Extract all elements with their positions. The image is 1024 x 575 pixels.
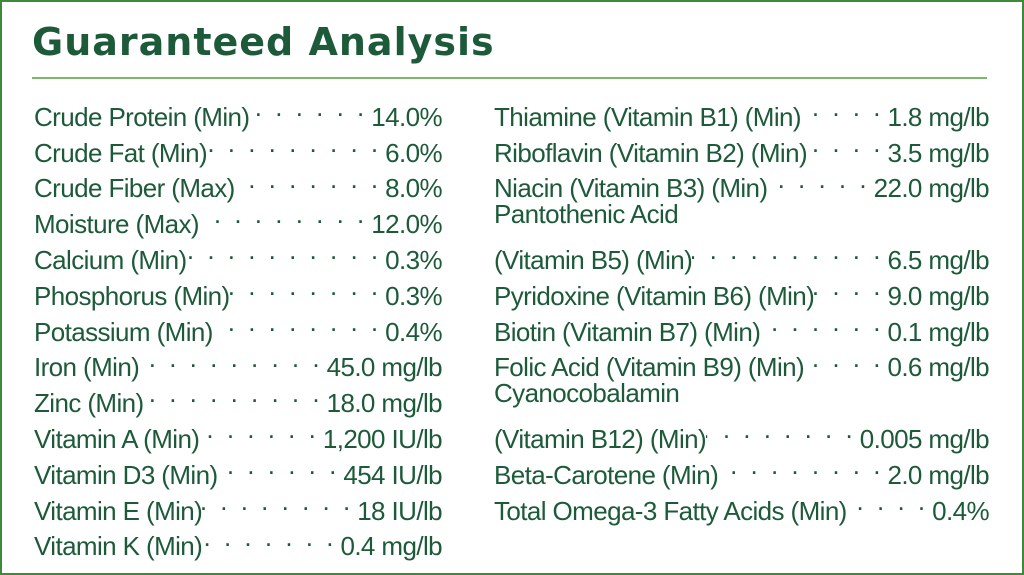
dot-leader	[718, 448, 887, 484]
nutrient-label: Moisture (Max)	[34, 209, 200, 240]
nutrient-row: Iron (Min) 45.0 mg/lb	[34, 341, 443, 382]
nutrient-row: (Vitamin B12) (Min)0.005 mg/lb	[494, 412, 990, 454]
left-nutrient-list: Crude Protein (Min)14.0% Crude Fat (Min) 6…	[34, 90, 443, 562]
dot-leader	[767, 162, 873, 198]
dot-leader	[187, 233, 386, 269]
nutrient-value: 45.0 mg/lb	[326, 352, 443, 383]
nutrient-value: 3.5 mg/lb	[887, 137, 989, 168]
nutrient-value: 8.0%	[385, 173, 442, 204]
nutrient-row: (Vitamin B5) (Min) 6.5 mg/lb	[494, 233, 990, 275]
nutrient-row: Vitamin K (Min) 0.4 mg/lb	[34, 520, 443, 561]
nutrient-value: 0.4 mg/lb	[340, 531, 442, 562]
nutrient-label: Cyanocobalamin	[494, 378, 680, 409]
nutrient-label: Vitamin A (Min)	[34, 423, 200, 454]
nutrient-row: Thiamine (Vitamin B1) (Min) 1.8 mg/lb	[494, 90, 990, 132]
nutrient-value: 6.5 mg/lb	[887, 244, 989, 275]
nutrient-value: 0.1 mg/lb	[887, 316, 989, 347]
dot-leader	[692, 233, 887, 269]
nutrient-row: Total Omega-3 Fatty Acids (Min) 0.4%	[494, 484, 990, 526]
nutrient-label: Riboflavin (Vitamin B2) (Min)	[494, 137, 808, 168]
nutrient-value: 0.3%	[385, 244, 442, 275]
nutrient-label: Niacin (Vitamin B3) (Min)	[494, 173, 768, 204]
nutrient-row: Crude Fat (Min) 6.0%	[34, 126, 443, 168]
nutrient-value: 18.0 mg/lb	[326, 388, 443, 419]
nutrient-value: 6.0%	[385, 137, 442, 168]
nutrient-label: Beta-Carotene (Min)	[494, 459, 719, 490]
nutrient-value: 0.6 mg/lb	[887, 352, 989, 383]
dot-leader	[230, 269, 386, 305]
nutrient-row: Calcium (Min) 0.3%	[34, 233, 443, 275]
right-nutrient-list: Thiamine (Vitamin B1) (Min)1.8 mg/lbRibo…	[494, 90, 990, 526]
nutrient-row: Biotin (Vitamin B7) (Min) 0.1 mg/lb	[494, 305, 990, 347]
nutrient-label: Total Omega-3 Fatty Acids (Min)	[494, 495, 847, 526]
nutrient-label: Thiamine (Vitamin B1) (Min)	[494, 101, 802, 132]
nutrient-row: Vitamin D3 (Min) 454 IU/lb	[34, 448, 443, 490]
nutrient-row: Crude Protein (Min)14.0%	[34, 90, 443, 132]
dot-leader	[814, 269, 887, 305]
nutrient-label: Vitamin K (Min)	[34, 531, 203, 562]
nutrient-label: Calcium (Min)	[34, 244, 187, 275]
nutrient-row: Cyanocobalamin	[494, 376, 989, 412]
dot-leader	[760, 305, 887, 341]
nutrient-label: Zinc (Min)	[34, 388, 144, 419]
nutrient-label: Vitamin D3 (Min)	[34, 459, 218, 490]
nutrient-label: Pantothenic Acid	[494, 199, 679, 230]
nutrient-value: 9.0 mg/lb	[887, 280, 989, 311]
nutrient-row: Phosphorus (Min) 0.3%	[34, 269, 443, 311]
nutrient-label: Vitamin E (Min)	[34, 495, 203, 526]
nutrient-label: Phosphorus (Min)	[34, 280, 230, 311]
dot-leader	[202, 520, 340, 556]
nutrient-row: Pantothenic Acid	[494, 197, 989, 233]
nutrient-label: Iron (Min)	[34, 352, 140, 383]
nutrient-value: 0.3%	[385, 280, 442, 311]
nutrient-row: Niacin (Vitamin B3) (Min) 22.0 mg/lb	[494, 162, 990, 203]
nutrient-row: Beta-Carotene (Min)2.0 mg/lb	[494, 448, 990, 490]
nutrient-value: 454 IU/lb	[343, 459, 442, 490]
nutrient-row: Vitamin E (Min) 18 IU/lb	[34, 484, 443, 526]
dot-leader	[807, 126, 887, 162]
dot-leader	[847, 484, 932, 520]
nutrient-value: 0.4%	[385, 316, 442, 347]
nutrient-value: 0.4%	[932, 495, 989, 526]
page-title: Guaranteed Analysis	[32, 20, 495, 64]
dot-leader	[706, 412, 860, 448]
dot-leader	[207, 126, 385, 162]
dot-leader	[202, 484, 357, 520]
dot-leader	[139, 341, 326, 377]
dot-leader	[218, 448, 344, 484]
nutrient-label: Biotin (Vitamin B7) (Min)	[494, 316, 761, 347]
nutrient-row: Folic Acid (Vitamin B9) (Min) 0.6 mg/lb	[494, 341, 990, 382]
nutrient-value: 22.0 mg/lb	[873, 173, 990, 204]
dot-leader	[213, 305, 385, 341]
nutrient-label: (Vitamin B12) (Min)	[494, 423, 707, 454]
dot-leader	[804, 341, 887, 377]
dot-leader	[199, 412, 322, 448]
dot-leader	[144, 376, 327, 412]
dot-leader	[801, 90, 887, 126]
dot-leader	[199, 197, 371, 233]
nutrient-label: Crude Fat (Min)	[34, 137, 208, 168]
nutrient-value: 1.8 mg/lb	[887, 101, 989, 132]
nutrient-row: Vitamin A (Min)1,200 IU/lb	[34, 412, 443, 454]
nutrient-label: Folic Acid (Vitamin B9) (Min)	[494, 352, 805, 383]
dot-leader	[235, 162, 385, 198]
nutrient-row: Riboflavin (Vitamin B2) (Min) 3.5 mg/lb	[494, 126, 990, 168]
dot-leader	[249, 90, 371, 126]
nutrient-value: 18 IU/lb	[357, 495, 442, 526]
nutrient-row: Zinc (Min) 18.0 mg/lb	[34, 376, 443, 418]
title-divider	[32, 77, 987, 79]
nutrient-label: (Vitamin B5) (Min)	[494, 244, 693, 275]
